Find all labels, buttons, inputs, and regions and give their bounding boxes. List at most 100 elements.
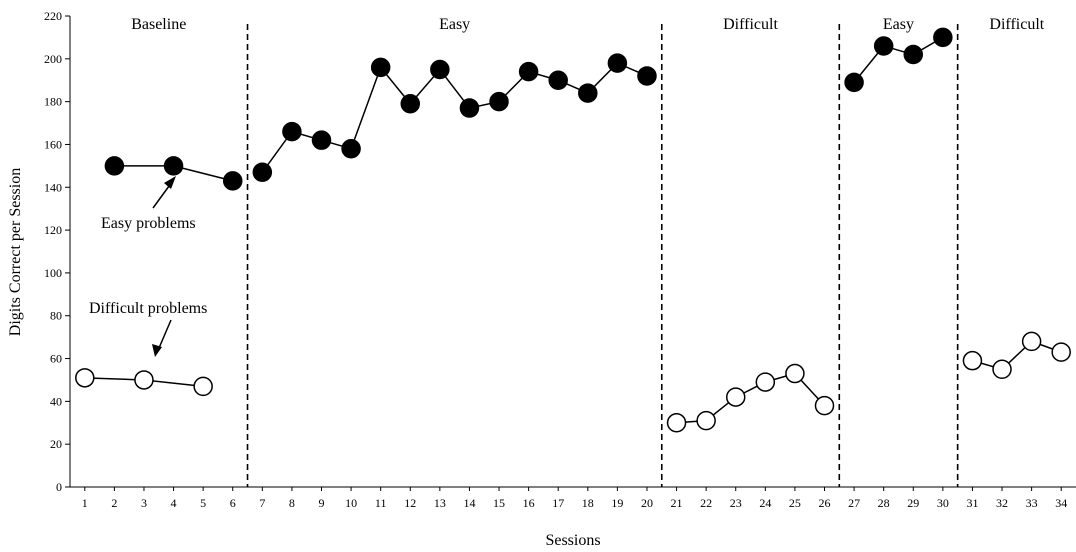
easy-data-point: [430, 59, 450, 80]
x-axis-title: Sessions: [545, 532, 600, 549]
x-tick-label: 28: [878, 496, 890, 510]
x-tick-label: 21: [671, 496, 683, 510]
x-tick-label: 8: [289, 496, 295, 510]
difficult-data-point: [962, 350, 983, 371]
x-tick-label: 24: [759, 496, 771, 510]
easy-data-point: [933, 27, 953, 48]
x-tick-label: 31: [966, 496, 978, 510]
x-tick-label: 10: [345, 496, 357, 510]
easy-data-point: [903, 44, 924, 65]
y-tick-label: 160: [44, 137, 62, 151]
y-tick-label: 180: [44, 95, 62, 109]
easy-data-point: [489, 91, 509, 112]
x-tick-label: 33: [1026, 496, 1038, 510]
difficult-data-point: [696, 410, 716, 431]
difficult-data-point: [75, 368, 95, 388]
x-tick-label: 4: [171, 496, 177, 510]
x-tick-label: 1: [82, 496, 88, 510]
phase-label: Easy: [439, 16, 470, 33]
difficult-data-point: [992, 359, 1012, 379]
difficult-data-point: [1051, 342, 1071, 362]
phase-label: Difficult: [723, 16, 778, 33]
x-tick-label: 11: [375, 496, 387, 510]
x-tick-label: 30: [937, 496, 949, 510]
easy-data-point: [282, 121, 302, 142]
x-tick-label: 14: [463, 496, 475, 510]
x-tick-label: 13: [434, 496, 446, 510]
easy-series-line: [261, 62, 648, 173]
easy-data-point: [311, 130, 332, 150]
y-tick-label: 120: [44, 223, 62, 237]
easy-data-point: [341, 138, 361, 159]
x-tick-label: 15: [493, 496, 505, 510]
easy-data-point: [459, 98, 480, 118]
difficult-data-point: [785, 363, 805, 384]
x-tick-label: 26: [819, 496, 831, 510]
difficult-data-point: [666, 413, 687, 433]
y-tick-label: 20: [50, 437, 62, 451]
easy-data-point: [163, 156, 184, 176]
easy-data-point: [252, 162, 273, 183]
easy-data-point: [104, 156, 125, 176]
x-tick-label: 25: [789, 496, 801, 510]
y-axis-title: Digits Correct per Session: [7, 168, 24, 336]
x-tick-label: 17: [552, 496, 564, 510]
phase-label: Baseline: [131, 16, 186, 33]
difficult-data-point: [755, 372, 776, 392]
y-tick-label: 0: [56, 480, 62, 494]
x-tick-label: 22: [700, 496, 712, 510]
difficult-data-point: [134, 370, 154, 390]
phase-label: Easy: [883, 16, 914, 33]
x-tick-label: 34: [1055, 496, 1067, 510]
x-tick-label: 16: [523, 496, 535, 510]
difficult-data-point: [193, 376, 213, 397]
x-tick-label: 6: [230, 496, 236, 510]
x-tick-label: 9: [319, 496, 325, 510]
difficult-data-point: [1021, 331, 1042, 352]
annotation-easy-arrow-head: [164, 176, 176, 189]
phase-change-lines: [246, 24, 959, 487]
x-tick-label: 5: [200, 496, 206, 510]
phase-label: Difficult: [989, 16, 1044, 33]
x-tick-label: 27: [848, 496, 860, 510]
y-tick-label: 60: [50, 352, 62, 366]
phase-labels: Baseline Easy Difficult Easy Difficult: [131, 16, 1045, 33]
x-tick-label: 19: [611, 496, 623, 510]
easy-data-point: [607, 53, 628, 73]
y-tick-label: 100: [44, 266, 62, 280]
difficult-data-point: [814, 395, 835, 416]
series-lines: [84, 36, 1062, 424]
easy-data-point: [578, 83, 598, 103]
easy-series-line: [853, 36, 944, 83]
annotation-difficult-problems: Difficult problems: [89, 300, 207, 317]
easy-data-point: [518, 61, 539, 82]
x-tick-label: 2: [111, 496, 117, 510]
easy-data-point: [370, 57, 391, 78]
x-tick-label: 23: [730, 496, 742, 510]
y-axis-ticks: 0 20 40 60 80 100 120 140 160 180 200 220: [44, 9, 70, 494]
easy-data-point: [222, 171, 243, 191]
x-tick-label: 29: [907, 496, 919, 510]
annotations: Easy problems Difficult problems: [89, 176, 207, 357]
x-tick-label: 18: [582, 496, 594, 510]
annotation-difficult-arrow-head: [152, 344, 162, 357]
x-tick-label: 20: [641, 496, 653, 510]
y-tick-label: 140: [44, 180, 62, 194]
easy-data-point: [844, 72, 864, 93]
easy-data-point: [637, 66, 657, 86]
difficult-series-line: [972, 340, 1062, 371]
easy-data-point: [873, 36, 894, 56]
y-tick-label: 220: [44, 9, 62, 23]
x-tick-label: 32: [996, 496, 1008, 510]
easy-data-point: [548, 70, 568, 90]
x-tick-label: 7: [259, 496, 265, 510]
series-points: [75, 27, 1071, 433]
y-tick-label: 200: [44, 52, 62, 66]
x-tick-label: 3: [141, 496, 147, 510]
y-tick-label: 40: [50, 394, 62, 408]
annotation-easy-problems: Easy problems: [101, 215, 196, 232]
easy-data-point: [400, 94, 421, 114]
x-tick-label: 12: [404, 496, 416, 510]
